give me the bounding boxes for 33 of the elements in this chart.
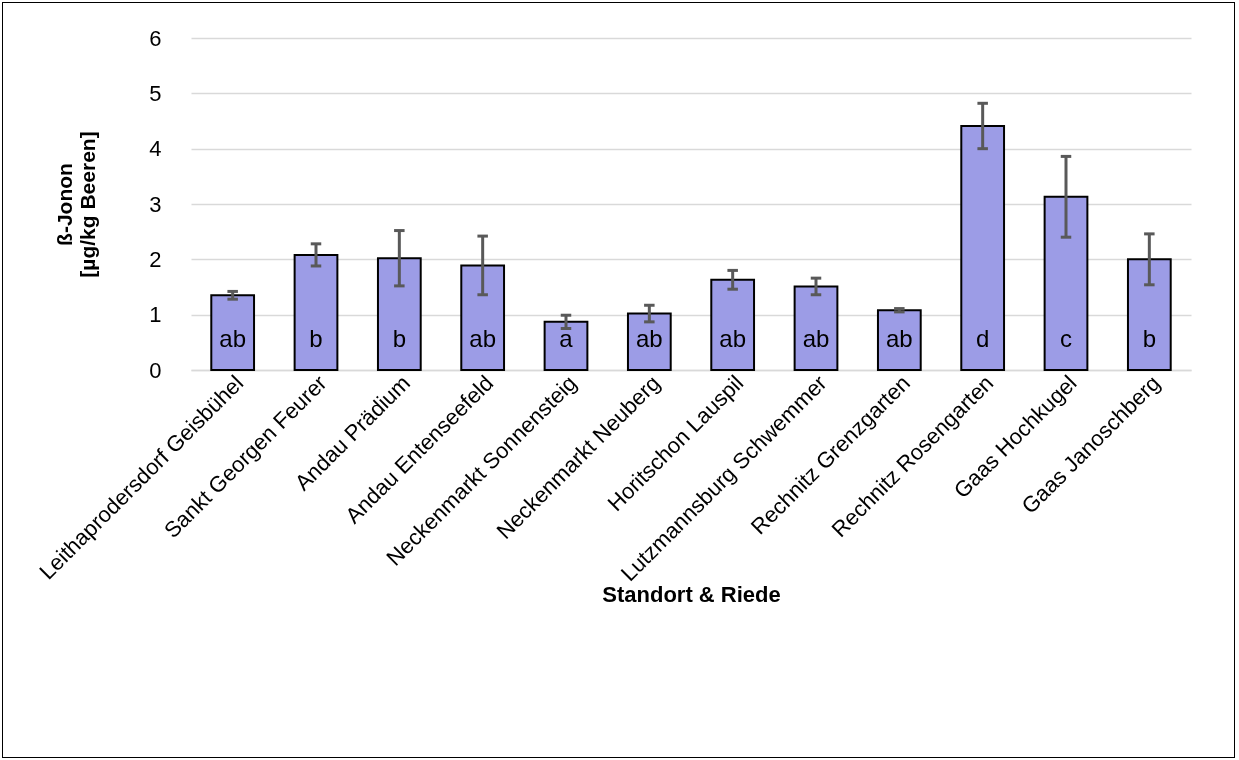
bar	[460, 264, 506, 371]
data-label: b	[1142, 325, 1157, 352]
y-tick-label: 3	[149, 191, 162, 217]
data-label: ab	[885, 325, 913, 352]
data-label: ab	[802, 325, 830, 352]
y-axis-title: ß-Jonon [µg/kg Beeren]	[53, 131, 100, 278]
y-tick-label: 1	[149, 302, 162, 328]
y-tick-label: 4	[149, 136, 162, 162]
y-tick-label: 0	[149, 357, 162, 383]
data-label: a	[559, 325, 574, 352]
data-label: ab	[719, 325, 747, 352]
data-label: ab	[469, 325, 497, 352]
bar	[960, 124, 1006, 371]
y-tick-label: 2	[149, 246, 162, 272]
data-label: ab	[219, 325, 247, 352]
bar	[710, 278, 756, 371]
bar	[1043, 195, 1089, 371]
data-label: c	[1060, 325, 1072, 352]
bar	[293, 253, 339, 371]
data-label: b	[392, 325, 407, 352]
bar	[1126, 258, 1172, 371]
x-axis-title: Standort & Riede	[602, 581, 781, 607]
bar	[793, 285, 839, 371]
y-tick-label: 6	[149, 25, 162, 51]
bar	[626, 312, 672, 371]
bar	[876, 309, 922, 371]
bar	[210, 294, 256, 371]
data-label: d	[975, 325, 990, 352]
data-label: b	[309, 325, 323, 352]
data-label: ab	[635, 325, 663, 352]
y-tick-label: 5	[149, 80, 162, 106]
bar	[376, 257, 422, 371]
bar	[543, 320, 589, 371]
